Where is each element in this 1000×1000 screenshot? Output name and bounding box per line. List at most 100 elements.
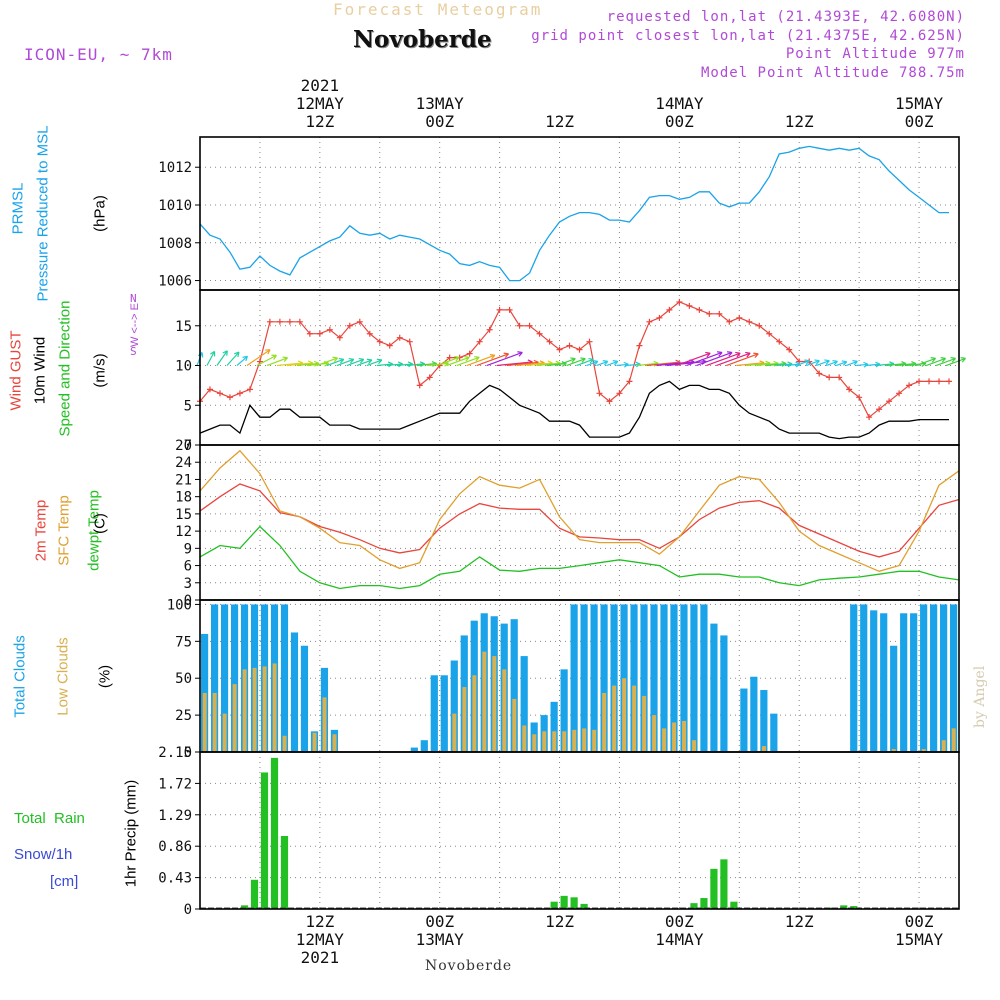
wind-direction-arrow — [416, 362, 437, 367]
total-cloud-bar — [760, 690, 768, 752]
gust-point — [396, 334, 403, 341]
gust-point — [376, 338, 383, 345]
wind-arrow-head — [588, 357, 594, 364]
gust-point — [506, 306, 513, 313]
gust-point — [606, 398, 613, 405]
precip-y-tick-label: 0.43 — [158, 871, 192, 887]
wind-direction-arrow — [546, 362, 567, 367]
low-cloud-bar — [482, 651, 487, 752]
low-cloud-bar — [552, 731, 557, 752]
gust-point — [626, 378, 633, 385]
total-cloud-bar — [670, 604, 678, 752]
low-cloud-bar — [941, 740, 946, 752]
bottom-time-label: 12Z — [305, 912, 334, 931]
gust-point — [296, 318, 303, 325]
gust-point — [696, 306, 703, 313]
wind-arrow-head — [366, 358, 373, 365]
top-time-label: 00Z — [425, 112, 454, 131]
wind-arrow-head — [612, 360, 619, 366]
low-cloud-bar — [532, 734, 537, 752]
top-time-label: 13MAY — [416, 94, 465, 113]
wind-direction-arrow — [366, 359, 383, 367]
wind-direction-arrow — [626, 363, 641, 367]
wind-direction-arrow — [246, 349, 271, 367]
low-cloud-bar — [652, 715, 657, 752]
low-cloud-bar — [542, 731, 547, 752]
gust-point — [706, 310, 713, 317]
wind-direction-arrow — [805, 360, 820, 367]
total-cloud-bar — [710, 623, 718, 752]
total-cloud-bar — [440, 675, 448, 752]
wind-direction-arrow — [306, 362, 329, 367]
gust-point — [206, 386, 213, 393]
wind-direction-arrow — [426, 362, 449, 367]
low-cloud-bar — [272, 663, 277, 752]
low-cloud-bar — [592, 729, 597, 752]
total-cloud-bar — [420, 740, 428, 752]
gust-point — [786, 346, 793, 353]
gust-point — [356, 318, 363, 325]
total-cloud-bar — [280, 604, 289, 752]
top-time-label: 15MAY — [895, 94, 944, 113]
location-title: Novoberde — [353, 26, 492, 53]
gust-point — [406, 338, 413, 345]
wind-direction-arrow — [796, 360, 810, 367]
wind-direction-arrow — [336, 358, 354, 367]
wind-direction-arrow — [576, 358, 594, 367]
low-cloud-bar — [222, 713, 227, 752]
low-cloud-bar — [622, 678, 627, 752]
gust-point — [816, 370, 823, 377]
wind-arrow-head — [592, 360, 599, 366]
wind-arrow-head — [210, 350, 216, 357]
total-cloud-bar — [770, 713, 778, 752]
rain-bar — [250, 879, 259, 909]
total-cloud-bar — [940, 604, 948, 752]
gust-point — [416, 382, 423, 389]
bottom-time-label: 12MAY — [296, 930, 345, 949]
top-time-label: 12Z — [305, 112, 334, 131]
low-cloud-bar — [582, 728, 587, 752]
gust-point — [336, 334, 343, 341]
wind-direction-arrow — [256, 354, 277, 367]
wind-direction-arrow — [376, 363, 393, 367]
rain-bar — [270, 757, 279, 909]
total-cloud-bar — [860, 604, 868, 752]
wind-arrow-head — [282, 356, 288, 362]
gust-point — [926, 378, 933, 385]
gust-point — [636, 342, 643, 349]
total-cloud-bar — [300, 645, 309, 752]
low-cloud-bar — [492, 656, 497, 752]
wind-direction-arrow — [406, 363, 425, 367]
rain-bar — [730, 901, 738, 909]
clouds-y-tick-label: 50 — [175, 671, 192, 687]
wind-arrow-head — [841, 360, 848, 366]
clouds-y-tick-label: 25 — [175, 708, 192, 724]
gust-point — [646, 318, 653, 325]
wind-direction-arrow — [566, 358, 586, 367]
bottom-time-label: 00Z — [425, 912, 454, 931]
wind-arrow-head — [271, 354, 277, 360]
wind-arrow-head — [804, 359, 810, 365]
gust-point — [836, 374, 843, 381]
precip-y-tick-label: 0.86 — [158, 839, 192, 855]
gust-point — [946, 378, 953, 385]
gust-point — [776, 338, 783, 345]
low-cloud-bar — [682, 721, 687, 752]
wind-arrow-head — [517, 351, 523, 357]
gust-point — [566, 342, 573, 349]
wind-direction-arrow — [316, 357, 338, 367]
low-cloud-bar — [452, 713, 457, 752]
wind-direction-arrow — [536, 362, 561, 367]
total-cloud-bar — [590, 604, 598, 752]
gust-point — [906, 382, 913, 389]
wind-direction-arrow — [236, 355, 248, 366]
total-cloud-bar — [850, 604, 858, 752]
low-cloud-bar — [212, 692, 217, 752]
wind-direction-arrow — [915, 357, 936, 367]
gust-point — [756, 322, 763, 329]
wind-y-tick-label: 15 — [175, 319, 192, 335]
wind-arrow-head — [454, 355, 460, 362]
wind-direction-arrow — [276, 362, 303, 367]
wind-arrow-head — [727, 351, 733, 357]
gust-point — [426, 374, 433, 381]
